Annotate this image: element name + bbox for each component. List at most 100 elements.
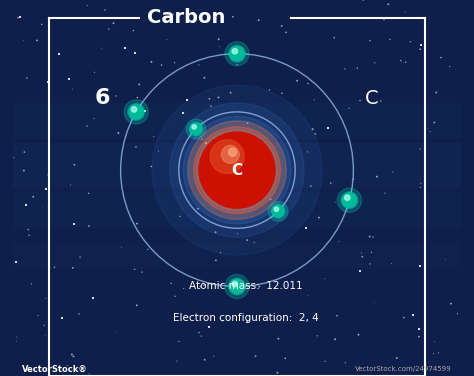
Point bbox=[85, 190, 92, 196]
Point bbox=[397, 58, 405, 64]
Point bbox=[437, 55, 445, 61]
Circle shape bbox=[152, 85, 322, 255]
Point bbox=[350, 176, 357, 182]
Point bbox=[407, 39, 414, 45]
Text: 6: 6 bbox=[95, 88, 110, 109]
Circle shape bbox=[230, 279, 244, 294]
Point bbox=[75, 311, 83, 317]
Point bbox=[415, 326, 423, 332]
Point bbox=[134, 94, 141, 100]
Point bbox=[171, 60, 179, 66]
Point bbox=[131, 266, 138, 272]
Circle shape bbox=[230, 47, 244, 61]
Circle shape bbox=[273, 205, 284, 217]
Point bbox=[356, 268, 364, 274]
Point bbox=[212, 229, 219, 235]
Point bbox=[109, 20, 117, 26]
Point bbox=[384, 1, 392, 7]
Point bbox=[371, 299, 379, 305]
Bar bbox=[13, 143, 461, 188]
Point bbox=[90, 115, 98, 121]
Point bbox=[417, 184, 424, 190]
Point bbox=[23, 75, 31, 81]
Point bbox=[85, 371, 93, 376]
Point bbox=[195, 62, 203, 68]
Point bbox=[371, 60, 379, 66]
Point bbox=[13, 334, 21, 340]
Point bbox=[355, 332, 362, 338]
Point bbox=[366, 261, 374, 267]
Point bbox=[267, 196, 274, 202]
Point bbox=[333, 313, 341, 319]
Point bbox=[183, 97, 191, 103]
Point bbox=[243, 237, 251, 243]
Point bbox=[330, 35, 338, 41]
Point bbox=[43, 186, 50, 192]
Circle shape bbox=[232, 49, 237, 54]
Point bbox=[424, 126, 432, 132]
Point bbox=[205, 323, 212, 329]
Point bbox=[400, 315, 408, 321]
Point bbox=[366, 233, 374, 240]
Point bbox=[309, 126, 317, 132]
Point bbox=[354, 65, 361, 71]
Point bbox=[118, 244, 125, 250]
Point bbox=[293, 78, 301, 84]
Point bbox=[194, 206, 202, 212]
Circle shape bbox=[271, 204, 285, 218]
Point bbox=[331, 199, 339, 205]
Circle shape bbox=[225, 274, 249, 299]
Circle shape bbox=[189, 122, 203, 136]
Point bbox=[415, 334, 423, 340]
Point bbox=[216, 43, 223, 49]
Point bbox=[386, 36, 393, 42]
Bar bbox=[13, 242, 461, 268]
Point bbox=[42, 296, 49, 302]
Point bbox=[68, 352, 76, 358]
Point bbox=[101, 7, 109, 13]
Circle shape bbox=[228, 278, 246, 295]
Point bbox=[341, 360, 349, 366]
Point bbox=[441, 256, 449, 262]
Point bbox=[41, 332, 49, 338]
Point bbox=[51, 264, 58, 270]
Point bbox=[356, 97, 364, 103]
Point bbox=[90, 295, 97, 301]
Point bbox=[307, 183, 315, 189]
Point bbox=[199, 136, 206, 142]
Point bbox=[69, 86, 76, 92]
Point bbox=[133, 221, 141, 227]
Point bbox=[45, 79, 52, 85]
Point bbox=[129, 27, 137, 33]
Point bbox=[70, 221, 78, 227]
Point bbox=[244, 136, 252, 143]
Circle shape bbox=[341, 192, 358, 209]
Point bbox=[33, 38, 41, 44]
Point bbox=[255, 284, 263, 290]
Point bbox=[219, 318, 227, 324]
Point bbox=[217, 250, 224, 256]
Circle shape bbox=[197, 130, 277, 211]
Circle shape bbox=[188, 121, 286, 219]
Point bbox=[430, 350, 438, 356]
Text: Atomic mass:  12.011: Atomic mass: 12.011 bbox=[189, 282, 303, 291]
Point bbox=[229, 14, 237, 20]
Point bbox=[335, 238, 343, 244]
Point bbox=[215, 36, 222, 42]
Point bbox=[244, 120, 251, 126]
Text: VectorStock®: VectorStock® bbox=[22, 365, 88, 374]
Circle shape bbox=[268, 202, 288, 221]
Circle shape bbox=[228, 45, 246, 62]
Point bbox=[155, 148, 162, 154]
Point bbox=[321, 276, 328, 282]
Point bbox=[207, 103, 215, 109]
Point bbox=[373, 174, 381, 180]
Point bbox=[25, 232, 33, 238]
Point bbox=[252, 353, 259, 359]
Point bbox=[416, 146, 424, 152]
Circle shape bbox=[342, 193, 356, 208]
Circle shape bbox=[128, 103, 145, 120]
Circle shape bbox=[199, 132, 275, 208]
Circle shape bbox=[228, 148, 237, 156]
Point bbox=[266, 87, 273, 93]
